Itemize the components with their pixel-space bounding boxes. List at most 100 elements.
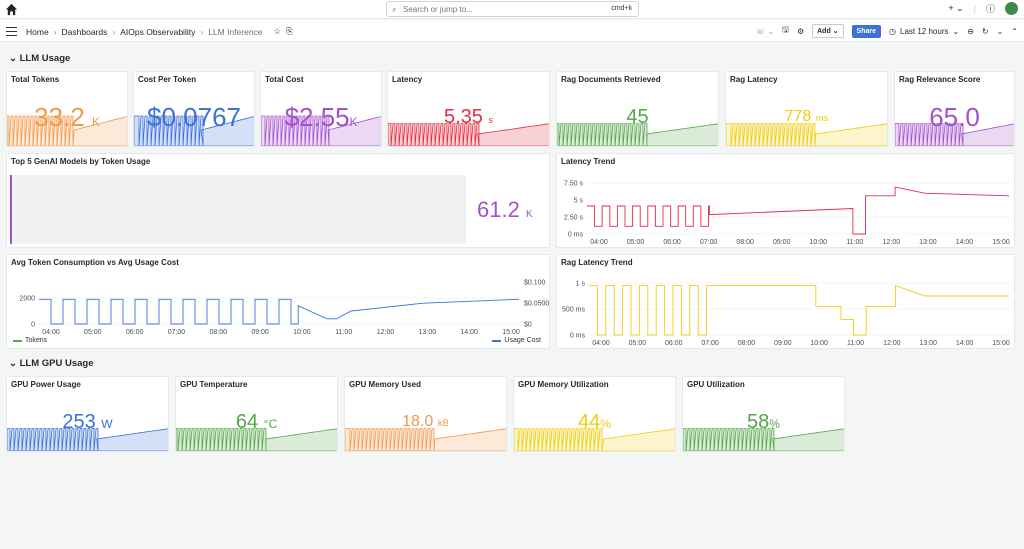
- y-tick-label: 0 ms: [568, 232, 584, 239]
- sparkline: [134, 115, 254, 146]
- x-tick-label: 09:00: [774, 340, 792, 347]
- page-title: LLM Inference: [208, 26, 263, 37]
- collapse-icon[interactable]: ⌃: [1011, 26, 1018, 36]
- home-icon[interactable]: [5, 3, 18, 16]
- x-tick-label: 12:00: [377, 329, 395, 336]
- stat-value: 33.2 K: [34, 102, 100, 132]
- sparkline: [345, 428, 506, 451]
- y-tick-label: 1 s: [576, 281, 586, 288]
- mark-read-icon[interactable]: ☏ ⌄: [755, 26, 775, 36]
- panel-token-cost: Avg Token Consumption vs Avg Usage Cost …: [6, 254, 550, 349]
- x-tick-label: 12:00: [883, 340, 901, 347]
- breadcrumb-dashboards[interactable]: Dashboards: [61, 26, 108, 37]
- latency-trend-chart: 04:00 05:00 06:00 07:00 08:00 09:00 10:00 11:00…: [564, 181, 1010, 247]
- x-tick-label: 12:00: [883, 239, 901, 246]
- bar-gauge-fill: [10, 175, 12, 244]
- x-tick-label: 15:00: [992, 239, 1010, 246]
- breadcrumb-home[interactable]: Home: [26, 26, 49, 37]
- legend-tokens[interactable]: Tokens: [13, 337, 47, 344]
- sparkline-area: [895, 123, 1014, 146]
- refresh-interval-chevron-icon[interactable]: ⌄: [996, 26, 1004, 36]
- search-input[interactable]: ⌕ Search or jump to... cmd+k: [386, 1, 639, 17]
- x-tick-label: 15:00: [992, 340, 1010, 347]
- menu-icon[interactable]: [6, 27, 17, 36]
- y-right-tick-label: $0.0500: [524, 301, 549, 308]
- stat-panel-rag-latency: Rag Latency 778 ms: [725, 71, 888, 147]
- keyboard-shortcut-hint: cmd+k: [611, 5, 632, 12]
- stat-value: 61.2 K: [477, 197, 533, 222]
- legend-usage-cost[interactable]: Usage Cost: [492, 337, 541, 344]
- x-tick-label: 14:00: [956, 239, 974, 246]
- y-tick-label: 2000: [19, 296, 35, 303]
- sparkline: [683, 428, 844, 451]
- clock-icon: ◷: [889, 26, 896, 36]
- x-tick-label: 06:00: [126, 329, 144, 336]
- share-button[interactable]: Share: [851, 24, 882, 38]
- sparkline-area: [134, 115, 254, 146]
- x-tick-label: 05:00: [629, 340, 647, 347]
- avatar[interactable]: [1005, 2, 1018, 15]
- x-tick-label: 04:00: [590, 239, 608, 246]
- section-llm-usage[interactable]: ⌄ LLM Usage: [9, 53, 71, 64]
- sparkline-area: [388, 123, 549, 146]
- chevron-down-icon: ⌄: [952, 26, 960, 36]
- x-tick-label: 04:00: [42, 329, 60, 336]
- top-bar: ⌕ Search or jump to... cmd+k + ⌄ | ⓘ: [0, 0, 1024, 19]
- stat-panel-gpu-memory-used: GPU Memory Used 18.0 kB: [344, 376, 507, 452]
- stat-panel-rag-relevance: Rag Relevance Score 65.0: [894, 71, 1015, 147]
- star-icon[interactable]: ☆: [273, 26, 282, 36]
- x-tick-label: 07:00: [700, 239, 718, 246]
- add-button[interactable]: Add ⌄: [812, 24, 844, 38]
- stat-panel-latency: Latency 5.35 s: [387, 71, 550, 147]
- share-link-icon[interactable]: ⎘: [286, 26, 293, 36]
- stat-value: $0.0767: [147, 102, 241, 132]
- x-tick-label: 13:00: [419, 329, 437, 336]
- search-icon: ⌕: [392, 5, 397, 14]
- stat-value: 18.0 kB: [402, 413, 449, 430]
- y-right-tick-label: $0.100: [524, 280, 546, 287]
- stat-value: 58%: [747, 411, 780, 433]
- sparkline: [261, 115, 381, 146]
- stat-value: 44%: [578, 411, 611, 433]
- help-icon[interactable]: ⓘ: [985, 4, 995, 14]
- stat-panel-gpu-memory-utilization: GPU Memory Utilization 44%: [513, 376, 676, 452]
- divider: |: [973, 3, 976, 14]
- sparkline: [388, 123, 549, 146]
- token-cost-chart: 04:00 05:00 06:00 07:00 08:00 09:00 10:00 11:00…: [19, 280, 549, 337]
- x-tick-label: 09:00: [773, 239, 791, 246]
- sparkline-area: [557, 123, 718, 146]
- x-tick-label: 05:00: [627, 239, 645, 246]
- sparkline-area: [7, 115, 127, 146]
- x-tick-label: 08:00: [738, 340, 756, 347]
- new-menu-button[interactable]: + ⌄: [948, 3, 964, 13]
- rag-latency-trend-chart: 04:00 05:00 06:00 07:00 08:00 09:00 10:00 11:00…: [562, 281, 1010, 348]
- zoom-out-icon[interactable]: ⊖: [967, 26, 974, 36]
- section-llm-gpu-usage[interactable]: ⌄ LLM GPU Usage: [9, 358, 94, 369]
- sparkline: [7, 115, 127, 146]
- gear-icon[interactable]: ⚙: [796, 26, 805, 36]
- stat-value: $2.55K: [284, 102, 358, 132]
- sparkline-area: [514, 428, 675, 451]
- time-range-picker[interactable]: ◷ Last 12 hours ⌄: [889, 26, 960, 36]
- x-tick-label: 11:00: [335, 329, 352, 336]
- sparkline: [895, 123, 1014, 146]
- breadcrumb-folder[interactable]: AIOps Observability: [120, 26, 196, 37]
- stat-panel-cost-per-token: Cost Per Token $0.0767: [133, 71, 255, 147]
- y-tick-label: 5 s: [574, 198, 584, 205]
- panel-rag-latency-trend: Rag Latency Trend 04:00 05:00 06:00 07:00 08…: [556, 254, 1015, 349]
- sparkline: [7, 428, 168, 451]
- sparkline-area: [683, 428, 844, 451]
- stat-value: 64 °C: [235, 411, 278, 433]
- save-icon[interactable]: 🖫: [782, 25, 789, 34]
- series-line: [587, 186, 1010, 235]
- x-tick-label: 06:00: [663, 239, 681, 246]
- refresh-icon[interactable]: ↻: [981, 26, 989, 36]
- x-tick-label: 10:00: [810, 239, 828, 246]
- x-tick-label: 08:00: [210, 329, 228, 336]
- x-tick-label: 09:00: [251, 329, 269, 336]
- sparkline: [557, 123, 718, 146]
- x-tick-label: 05:00: [84, 329, 102, 336]
- stat-panel-total-cost: Total Cost $2.55K: [260, 71, 382, 147]
- y-tick-label: 0 ms: [570, 333, 586, 340]
- x-tick-label: 14:00: [460, 329, 478, 336]
